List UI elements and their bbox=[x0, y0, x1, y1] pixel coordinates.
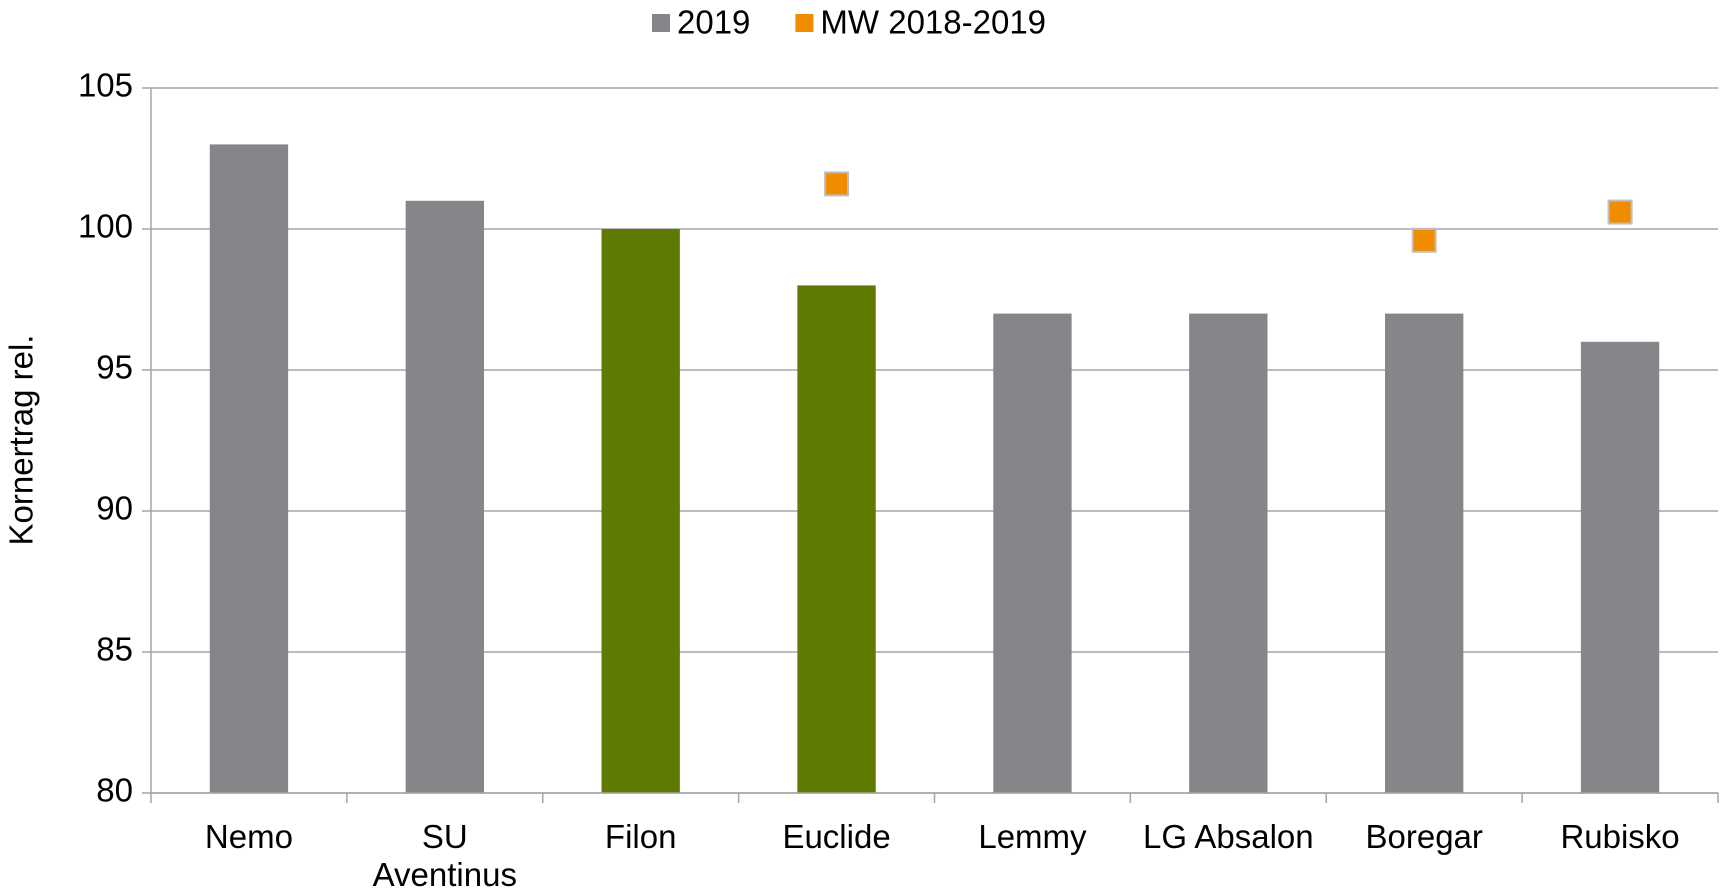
marker bbox=[824, 171, 850, 197]
x-tick-label: Filon bbox=[604, 818, 677, 855]
y-tick-label: 95 bbox=[96, 349, 133, 386]
legend-label: 2019 bbox=[677, 4, 750, 41]
bar bbox=[209, 144, 289, 793]
bar bbox=[1189, 313, 1268, 793]
marker bbox=[1411, 227, 1437, 253]
marker bbox=[1607, 199, 1633, 225]
legend-label: MW 2018-2019 bbox=[820, 4, 1046, 41]
y-tick-label: 90 bbox=[96, 490, 133, 527]
y-tick-label: 105 bbox=[78, 67, 133, 104]
x-tick-label: Euclide bbox=[782, 818, 891, 855]
y-axis-label: Kornertrag rel. bbox=[3, 335, 40, 546]
bar bbox=[993, 313, 1072, 793]
legend-swatch bbox=[652, 14, 670, 32]
x-tick-label: Boregar bbox=[1365, 818, 1483, 855]
y-tick-label: 100 bbox=[78, 208, 133, 245]
y-tick-label: 80 bbox=[96, 772, 133, 809]
bar bbox=[601, 229, 680, 793]
x-tick-label: Rubisko bbox=[1560, 818, 1680, 855]
x-tick-label: Lemmy bbox=[978, 818, 1087, 855]
x-tick-label: Nemo bbox=[204, 818, 293, 855]
y-tick-label: 85 bbox=[96, 631, 133, 668]
bar bbox=[1385, 313, 1464, 793]
legend-swatch bbox=[795, 14, 814, 32]
x-tick-label: LG Absalon bbox=[1143, 818, 1314, 855]
bar bbox=[405, 200, 484, 794]
bar bbox=[797, 285, 876, 793]
x-tick-label: SU Aventinus bbox=[372, 818, 517, 893]
bar bbox=[1580, 341, 1660, 793]
